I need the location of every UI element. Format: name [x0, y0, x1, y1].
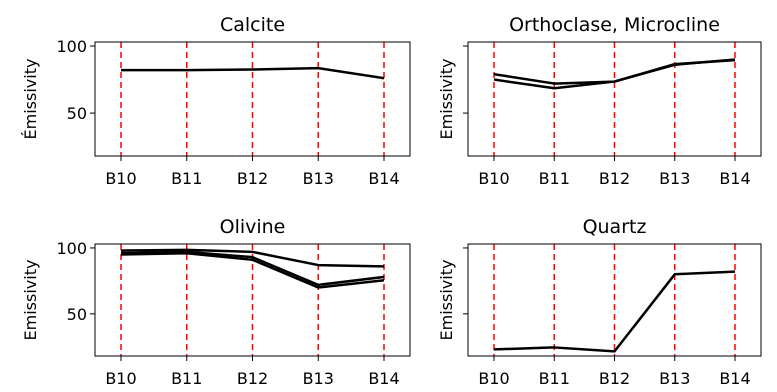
x-tick-label: B14 — [719, 169, 750, 188]
series-line-3 — [120, 251, 385, 289]
y-tick-label: 50 — [67, 305, 87, 324]
x-tick-label: B11 — [171, 369, 202, 388]
plot-frame — [94, 41, 411, 157]
series-line-1 — [121, 66, 385, 80]
y-tick-label: 50 — [67, 104, 87, 123]
y-axis-label: Emissivity — [437, 260, 456, 341]
x-tick-label: B10 — [105, 369, 136, 388]
series-line-1 — [493, 270, 736, 353]
subplot-1: B10 B11 B12 B13 B14 100 50 Calcite Émissivity — [21, 14, 411, 188]
x-tick-label: B14 — [368, 369, 399, 388]
y-tick-label: 100 — [56, 37, 87, 56]
x-tick-label: B11 — [539, 369, 570, 388]
x-tick-label: B12 — [237, 169, 268, 188]
series-line-2 — [120, 250, 385, 287]
x-tick-label: B14 — [368, 169, 399, 188]
series-line-1 — [120, 248, 385, 268]
x-tick-label: B13 — [659, 369, 690, 388]
x-tick-label: B10 — [478, 169, 509, 188]
chart-title: Quartz — [583, 216, 647, 238]
subplot-4: B10 B11 B12 B13 B14 Quartz Emissivity — [437, 216, 762, 388]
x-tick-label: B11 — [171, 169, 202, 188]
x-tick-label: B13 — [659, 169, 690, 188]
x-tick-label: B12 — [599, 369, 630, 388]
y-axis-label: Emissivity — [21, 260, 40, 341]
x-tick-label: B12 — [599, 169, 630, 188]
chart-title: Orthoclase, Microcline — [509, 14, 720, 36]
x-tick-label: B12 — [237, 369, 268, 388]
x-tick-label: B13 — [303, 169, 334, 188]
x-tick-label: B13 — [303, 369, 334, 388]
chart-title: Calcite — [220, 14, 285, 36]
chart-title: Olivine — [220, 216, 286, 238]
plot-frame — [467, 41, 762, 157]
x-tick-label: B10 — [105, 169, 136, 188]
y-axis-label: Emissivity — [437, 59, 456, 140]
subplot-2: B10 B11 B12 B13 B14 Orthoclase, Microcline Emi… — [437, 14, 762, 188]
subplot-3: B10 B11 B12 B13 B14 100 50 Olivine Emissivity — [21, 216, 411, 388]
series-line-2 — [493, 58, 736, 90]
x-tick-label: B14 — [719, 369, 750, 388]
x-tick-label: B10 — [478, 369, 509, 388]
y-axis-label: Émissivity — [21, 59, 40, 140]
y-tick-label: 100 — [56, 239, 87, 258]
x-tick-label: B11 — [539, 169, 570, 188]
